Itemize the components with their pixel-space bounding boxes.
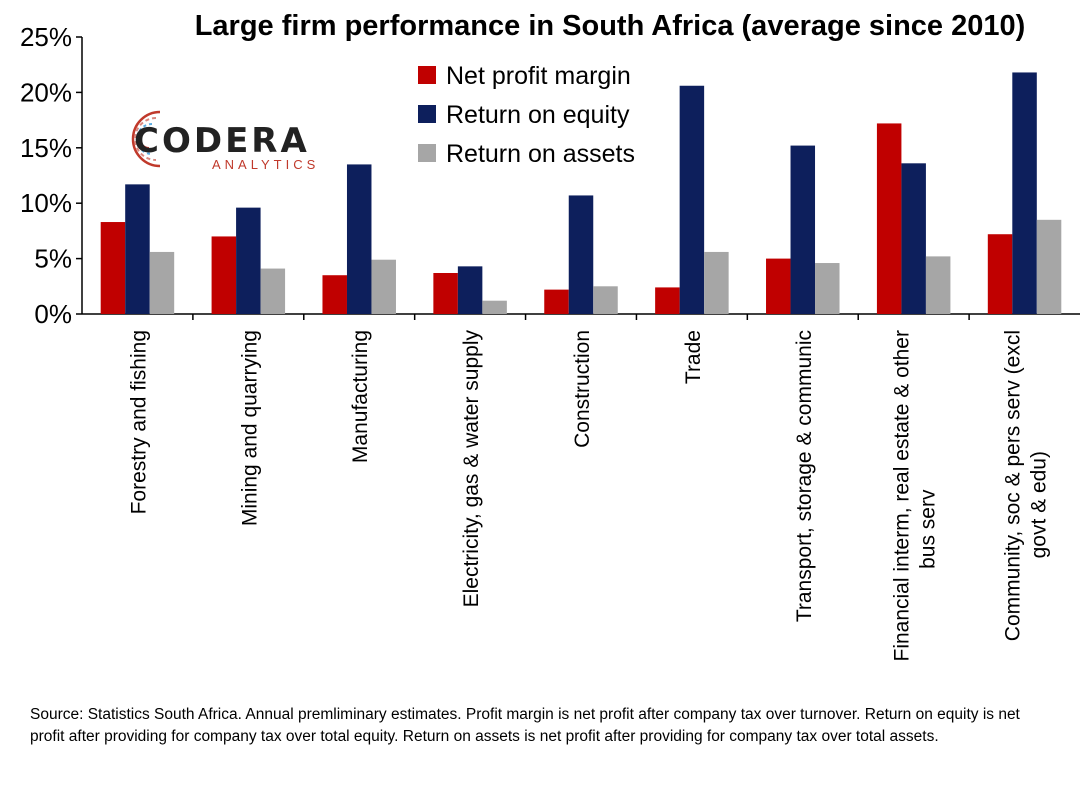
category-label: Manufacturing <box>349 330 372 463</box>
bar <box>593 286 618 314</box>
bar <box>568 195 594 314</box>
y-tick-label: 10% <box>20 188 72 218</box>
legend-swatch <box>418 66 436 84</box>
legend-swatch <box>418 144 436 162</box>
category-label: Construction <box>571 330 594 448</box>
codera-logo-mark <box>131 110 161 168</box>
bar <box>433 273 458 314</box>
bar <box>544 289 569 314</box>
bar <box>987 234 1013 314</box>
bar <box>322 275 347 314</box>
y-tick-label: 0% <box>34 299 72 329</box>
bar <box>679 85 705 314</box>
y-tick-label: 25% <box>20 22 72 52</box>
category-label: Mining and quarrying <box>238 330 261 526</box>
bar <box>790 145 816 314</box>
legend-label: Return on assets <box>446 140 635 168</box>
logo-tagline: ANALYTICS <box>212 157 319 172</box>
category-label: bus serv <box>917 489 940 569</box>
category-label: govt & edu) <box>1028 451 1051 558</box>
bar <box>1012 72 1037 315</box>
category-label: Forestry and fishing <box>127 330 150 514</box>
bar <box>371 259 396 314</box>
category-label: Financial interm, real estate & other <box>891 330 914 662</box>
category-label: Electricity, gas & water supply <box>460 330 483 608</box>
category-labels: Forestry and fishing Mining and quarrying… <box>127 330 1050 662</box>
y-tick-label: 15% <box>20 133 72 163</box>
bar <box>655 287 680 314</box>
category-label: Trade <box>682 330 705 384</box>
bar <box>100 222 126 314</box>
bar <box>211 236 237 314</box>
bar <box>704 251 729 314</box>
y-tick-label: 5% <box>34 244 72 274</box>
bar <box>482 300 507 314</box>
bar <box>149 251 175 314</box>
legend-label: Net profit margin <box>446 62 631 90</box>
bar <box>236 207 261 314</box>
chart-title: Large firm performance in South Africa (… <box>195 10 1026 42</box>
bar <box>876 123 902 314</box>
y-tick-labels: 0% 5% 10% 15% 20% 25% <box>20 22 72 329</box>
bar <box>346 164 372 314</box>
legend-swatch <box>418 105 436 123</box>
bar <box>125 184 150 314</box>
bar <box>1036 219 1062 314</box>
category-label: Community, soc & pers serv (excl <box>1002 330 1025 641</box>
legend-label: Return on equity <box>446 101 630 129</box>
bar <box>815 263 840 314</box>
legend: Net profit margin Return on equity Return … <box>418 62 635 168</box>
bar <box>457 266 483 314</box>
bar <box>260 268 286 314</box>
bars <box>100 72 1062 315</box>
category-label: Transport, storage & communic <box>793 330 816 622</box>
bar <box>901 163 926 314</box>
bar <box>925 256 951 314</box>
logo-name: CODERA <box>134 121 310 161</box>
y-tick-label: 20% <box>20 77 72 107</box>
source-note: Source: Statistics South Africa. Annual … <box>30 706 1020 745</box>
codera-logo: CODERA ANALYTICS <box>131 110 319 172</box>
bar <box>766 258 791 314</box>
